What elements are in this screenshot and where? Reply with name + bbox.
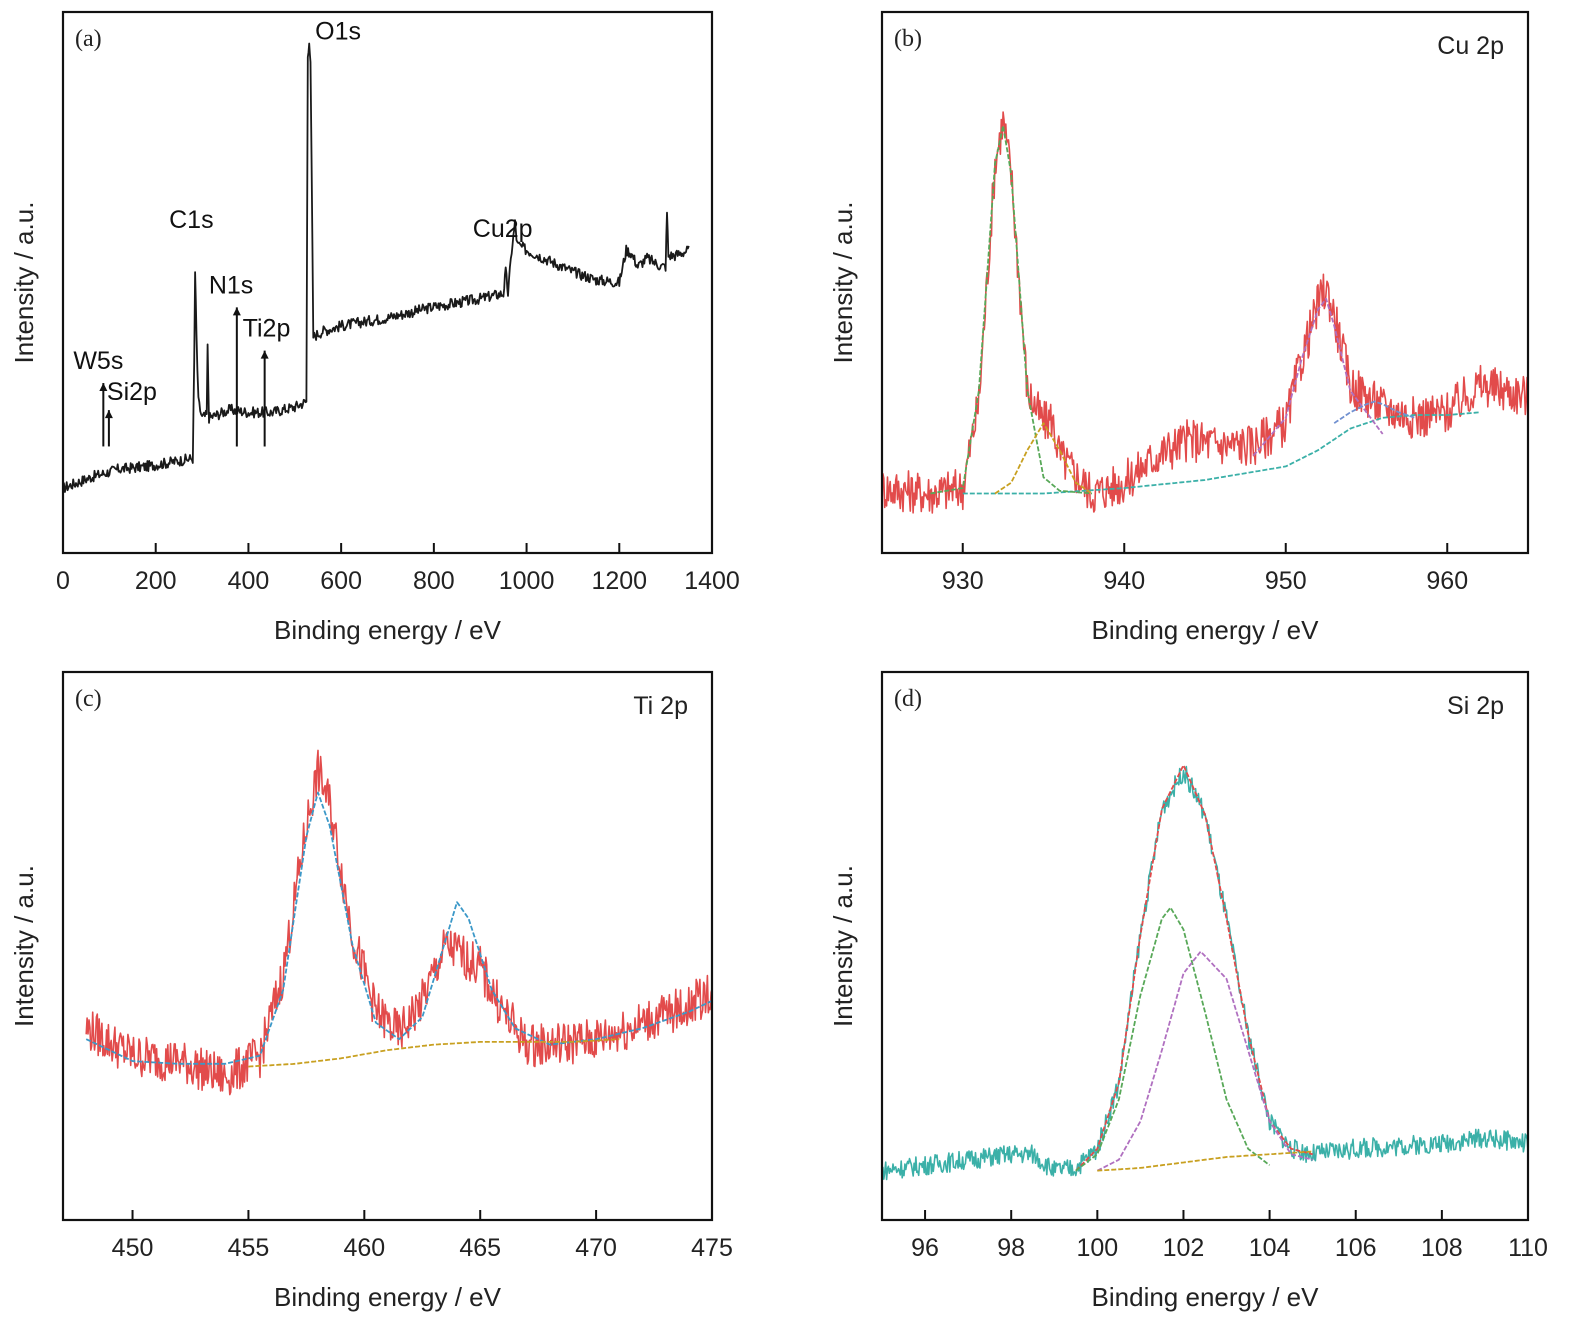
y-axis-label-d: Intensity / a.u. [828,865,858,1027]
x-tick-label-b-0: 930 [942,567,984,595]
series-c-2 [248,1038,620,1068]
annotation-c1s: C1s [169,206,213,234]
series-c-0 [85,749,712,1096]
y-axis-label-c: Intensity / a.u. [9,865,39,1027]
x-tick-label-d-0: 96 [911,1234,939,1262]
x-tick-label-a-5: 1000 [499,567,555,595]
x-tick-label-c-5: 475 [691,1234,733,1262]
series-b-5 [1333,400,1416,424]
annotation-w5s: W5s [73,347,123,375]
axes-frame-d [880,670,1530,1222]
axes-frame-b [880,10,1530,555]
x-tick-label-d-7: 110 [1508,1234,1548,1262]
x-tick-label-d-2: 100 [1076,1234,1118,1262]
x-tick-label-a-6: 1200 [591,567,647,595]
annotation-arrowhead-1 [104,410,113,419]
x-tick-label-c-0: 450 [112,1234,154,1262]
panel-label-d: (d) [894,686,922,712]
panel-b: 930 940 950 960 Binding energy / eV Intensity… [828,10,1530,645]
panel-a: 0 200 400 600 800 1000 1200 1400 Binding energy … [9,10,740,645]
x-tick-label-b-3: 960 [1426,567,1468,595]
series-a-0 [63,42,690,493]
plot-area-b [882,111,1528,514]
panel-d: 96 98 100 102 104 106 108 110 Binding energy / e… [828,670,1548,1312]
panel-label-b: (b) [894,26,922,52]
panel-title-d: Si 2p [1447,692,1504,720]
annotation-ti2p: Ti2p [243,315,291,343]
x-tick-label-a-0: 0 [56,567,70,595]
x-tick-label-d-3: 102 [1163,1234,1205,1262]
x-tick-label-a-3: 600 [320,567,362,595]
series-c-1 [85,791,712,1065]
annotation-arrowhead-0 [99,383,108,392]
series-b-0 [882,111,1528,514]
panel-c: 450 455 460 465 470 475 Binding energy / eV Int… [9,670,733,1312]
x-tick-label-c-2: 460 [343,1234,385,1262]
annotation-cu2p: Cu2p [473,215,533,243]
x-tick-label-d-1: 98 [997,1234,1025,1262]
series-d-4 [1097,1150,1313,1172]
series-d-3 [1096,950,1313,1172]
x-tick-label-c-1: 455 [228,1234,270,1262]
annotation-arrowhead-4 [260,350,269,359]
x-tick-label-d-4: 104 [1249,1234,1291,1262]
x-axis-label-c: Binding energy / eV [274,1282,502,1312]
annotation-si2p: Si2p [107,378,157,406]
panel-label-c: (c) [75,686,102,712]
series-b-3 [994,422,1093,495]
axes-frame-c [61,670,714,1222]
y-axis-label-b: Intensity / a.u. [828,202,858,364]
x-tick-label-c-4: 470 [575,1234,617,1262]
series-b-2 [930,124,1093,495]
series-d-2 [1075,906,1271,1172]
plot-area-d [882,764,1528,1181]
x-tick-label-b-1: 940 [1103,567,1145,595]
annotation-n1s: N1s [209,271,253,299]
series-b-4 [1252,297,1384,457]
x-tick-label-a-4: 800 [413,567,455,595]
plot-area-c [85,749,712,1096]
axes-frame-a [61,10,714,555]
plot-area-a [63,42,690,493]
x-tick-label-d-6: 108 [1421,1234,1463,1262]
annotation-arrowhead-3 [232,307,241,316]
x-axis-label-a: Binding energy / eV [274,615,502,645]
x-tick-label-a-7: 1400 [684,567,740,595]
y-axis-label-a: Intensity / a.u. [9,202,39,364]
panel-label-a: (a) [75,26,102,52]
x-tick-label-a-1: 200 [135,567,177,595]
x-axis-label-d: Binding energy / eV [1092,1282,1320,1312]
x-tick-label-b-2: 950 [1265,567,1307,595]
annotation-o1s: O1s [315,18,361,46]
x-tick-label-c-3: 465 [459,1234,501,1262]
x-axis-label-b: Binding energy / eV [1092,615,1320,645]
series-d-0 [882,765,1528,1181]
series-b-1 [962,411,1480,495]
x-tick-label-a-2: 400 [228,567,270,595]
panel-title-c: Ti 2p [633,692,688,720]
x-tick-label-d-5: 106 [1335,1234,1377,1262]
panel-title-b: Cu 2p [1437,32,1504,60]
